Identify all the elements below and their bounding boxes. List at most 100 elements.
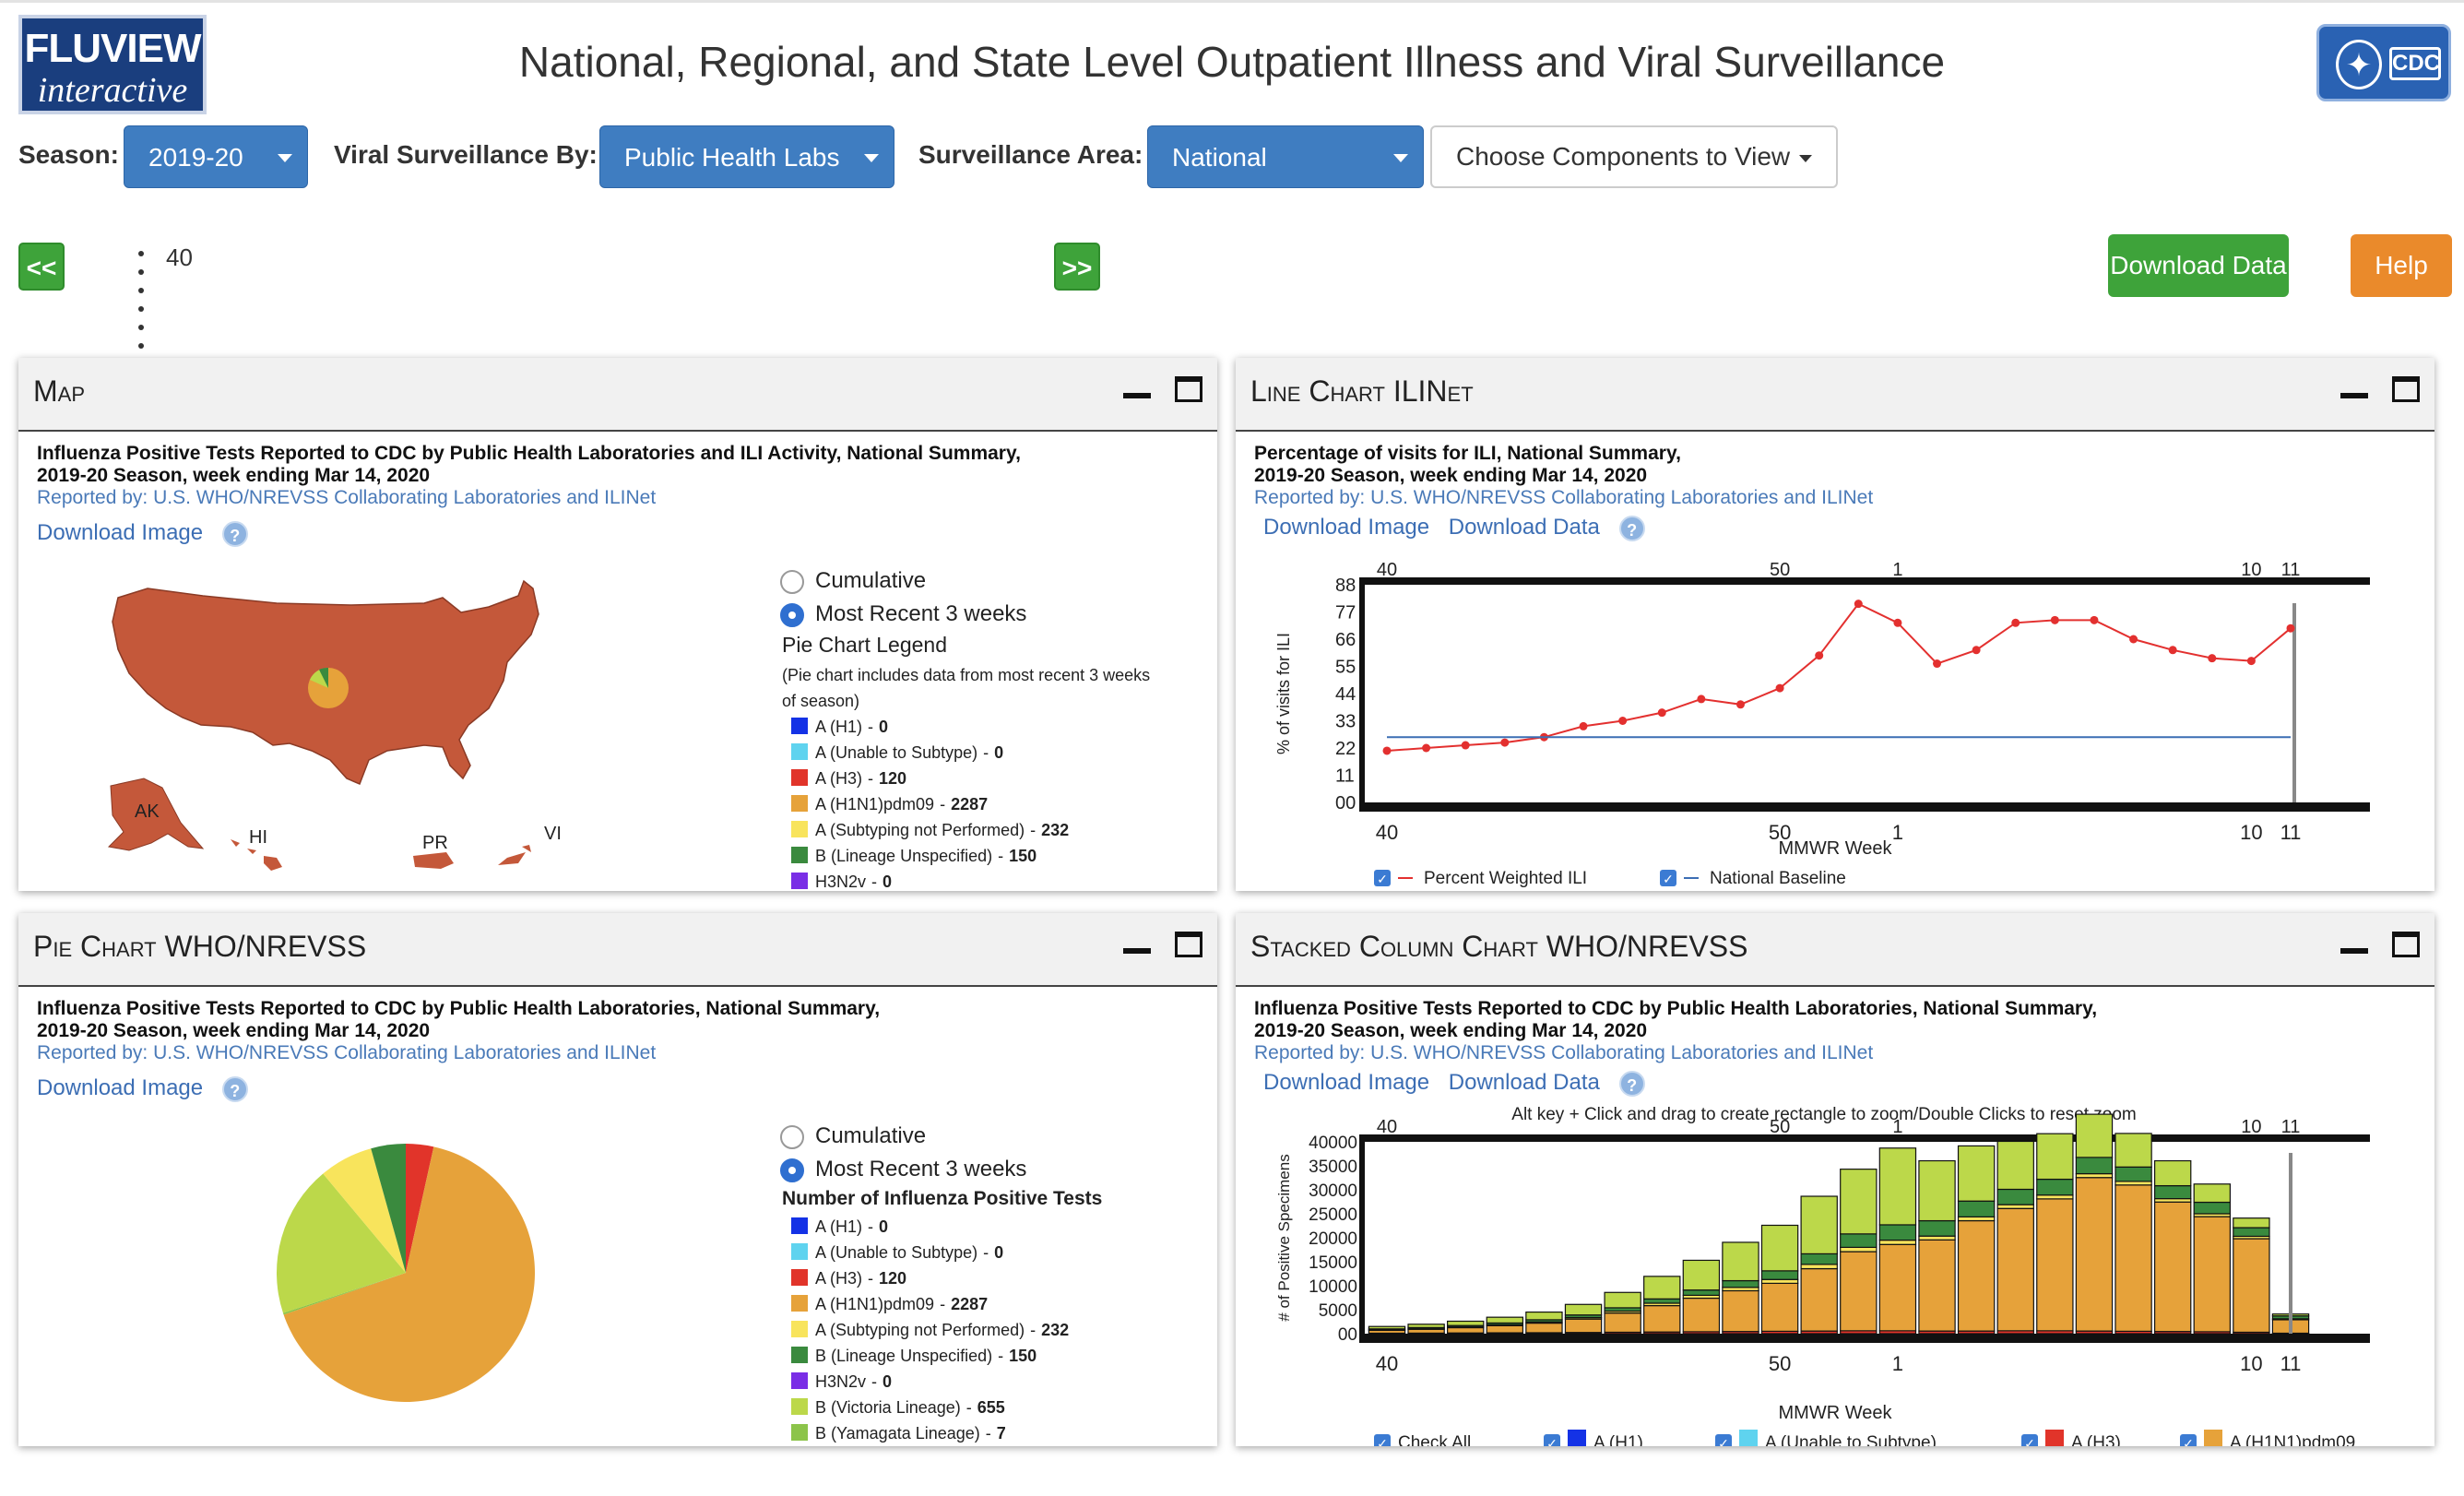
pie-slice (371, 1144, 406, 1273)
legend-ili-label: Percent Weighted ILI (1424, 869, 1587, 888)
help-icon[interactable]: ? (221, 520, 248, 547)
maximize-icon[interactable] (2392, 376, 2420, 402)
stacked-bar-segment (1840, 1246, 1878, 1253)
radio-button[interactable] (780, 1124, 804, 1149)
legend-checkbox (2021, 1434, 2038, 1446)
us-map[interactable]: AK HI PR VI (92, 570, 664, 884)
legend-value: 232 (1041, 1321, 1070, 1339)
radio-most-recent[interactable]: Most Recent 3 weeks (780, 1157, 1026, 1182)
pie-chart-panel: Pie Chart WHO/NREVSS Influenza Positive … (18, 913, 1217, 1446)
ili-line-chart[interactable]: 001122334455667788404050501110101111MMWR… (1236, 552, 2434, 891)
legend-separator: - (1030, 821, 1037, 839)
surveillance-area-select[interactable]: National (1147, 125, 1424, 188)
surveillance-area-select-value: National (1172, 143, 1267, 172)
legend-swatch (791, 1217, 808, 1234)
y-tick-label: 66 (1335, 630, 1356, 650)
legend-swatch (791, 1347, 808, 1363)
download-image-link[interactable]: Download Image (37, 1075, 204, 1100)
pie-chart[interactable] (249, 1116, 563, 1430)
legend-baseline-label: National Baseline (1710, 869, 1846, 888)
stacked-bar-segment (2075, 1172, 2114, 1179)
legend-item: A (H3) -120 (791, 766, 1069, 791)
cdc-logo[interactable]: ✦ CDC (2316, 24, 2451, 101)
stacked-bar-segment (1760, 1282, 1799, 1332)
chart-title-line-1: Influenza Positive Tests Reported to CDC… (37, 443, 1021, 464)
legend-separator: - (868, 769, 874, 788)
season-select[interactable]: 2019-20 (124, 125, 308, 188)
legend-separator: - (998, 847, 1004, 865)
stacked-bar-segment (1996, 1207, 2034, 1332)
stacked-bar-segment (2075, 1113, 2114, 1158)
map-puerto-rico (413, 852, 454, 869)
help-icon[interactable]: ? (1618, 515, 1645, 541)
viral-surveillance-select[interactable]: Public Health Labs (599, 125, 894, 188)
stacked-bar-segment (1760, 1224, 1799, 1272)
download-data-link[interactable]: Download Data (1448, 1070, 1600, 1095)
choose-components-button[interactable]: Choose Components to View (1430, 125, 1838, 188)
legend-checkbox (2180, 1434, 2197, 1446)
y-tick-label: 10000 (1309, 1277, 1357, 1297)
download-image-link[interactable]: Download Image (1263, 1070, 1430, 1095)
season-label: Season: (18, 140, 119, 169)
radio-cumulative[interactable]: Cumulative (780, 1123, 926, 1149)
prev-week-button[interactable]: << (18, 243, 65, 291)
stacked-bar-segment (1447, 1320, 1485, 1326)
maximize-icon[interactable] (1175, 932, 1202, 957)
help-icon[interactable]: ? (221, 1075, 248, 1102)
ili-point (2208, 654, 2217, 663)
maximize-icon[interactable] (1175, 376, 1202, 402)
panel-links: Download Image Download Data ? (1263, 515, 1658, 541)
minimize-icon[interactable] (2340, 948, 2368, 954)
legend-swatch (1568, 1430, 1586, 1446)
week-slider[interactable] (138, 251, 148, 358)
minimize-icon[interactable] (1123, 948, 1151, 954)
pie-slice (277, 1173, 406, 1313)
stacked-bar-segment (1760, 1278, 1799, 1285)
legend-value: 0 (883, 873, 893, 891)
x-tick-label: 11 (2280, 1352, 2302, 1375)
help-button[interactable]: Help (2351, 234, 2452, 297)
radio-cumulative-label: Cumulative (815, 568, 927, 593)
radio-button-selected[interactable] (780, 602, 804, 627)
map-label-hi: HI (249, 827, 267, 848)
stacked-column-chart[interactable]: Alt key + Click and drag to create recta… (1236, 1098, 2434, 1446)
legend-value: 2287 (951, 795, 989, 813)
radio-button-selected[interactable] (780, 1158, 804, 1182)
legend-separator: - (965, 1398, 972, 1417)
stacked-bar-segment (1486, 1316, 1524, 1324)
stacked-bar-segment (2115, 1166, 2152, 1182)
fluview-logo[interactable]: FLUVIEW interactive (18, 15, 207, 114)
map-alaska (107, 778, 205, 851)
maximize-icon[interactable] (2392, 932, 2420, 957)
stacked-bar-segment (1800, 1264, 1838, 1270)
ili-point (2011, 618, 2020, 627)
download-image-link[interactable]: Download Image (37, 520, 204, 545)
radio-cumulative[interactable]: Cumulative (780, 568, 926, 594)
next-week-button[interactable]: >> (1054, 243, 1100, 291)
download-image-link[interactable]: Download Image (1263, 515, 1430, 540)
stacked-bar-segment (2233, 1238, 2270, 1334)
download-data-button[interactable]: Download Data (2108, 234, 2289, 297)
stacked-bar-segment (1800, 1267, 1838, 1332)
radio-most-recent[interactable]: Most Recent 3 weeks (780, 601, 1026, 627)
x-tick-label-top: 10 (2241, 560, 2261, 580)
y-tick-label: 77 (1335, 603, 1356, 623)
legend-swatch (791, 1372, 808, 1389)
legend-swatch (791, 847, 808, 863)
legend-baseline-checkmark: ✓ (1663, 872, 1674, 886)
x-tick-label: 50 (1769, 1352, 1791, 1375)
stacked-bar-segment (1564, 1318, 1603, 1334)
legend-swatch (791, 1424, 808, 1441)
map-label-pr: PR (422, 833, 448, 853)
minimize-icon[interactable] (1123, 393, 1151, 398)
download-data-link[interactable]: Download Data (1448, 515, 1600, 540)
radio-button[interactable] (780, 569, 804, 594)
stacked-bar-segment (2036, 1133, 2074, 1181)
minimize-icon[interactable] (2340, 393, 2368, 398)
legend-checkbox (1374, 1434, 1391, 1446)
stacked-bar-segment (2115, 1184, 2152, 1333)
map-virgin-islands (498, 845, 531, 865)
legend-item: A (Unable to Subtype) -0 (791, 1240, 1069, 1265)
help-icon[interactable]: ? (1618, 1070, 1645, 1097)
top-border (0, 0, 2464, 3)
